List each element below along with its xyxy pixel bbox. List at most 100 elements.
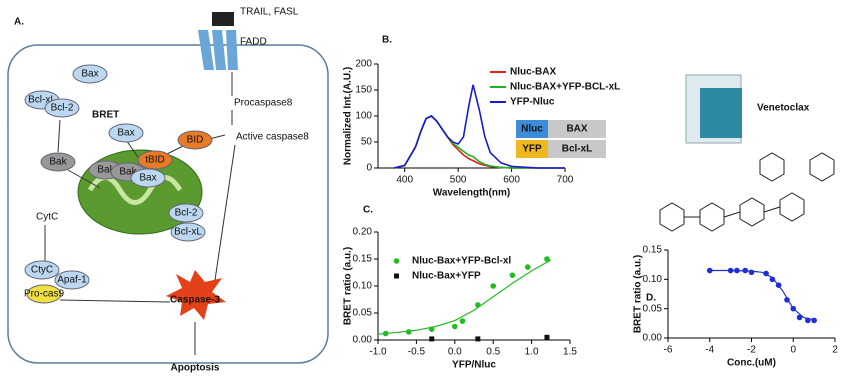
x-axis-label: Wavelength(nm) (433, 188, 510, 199)
diagram-label: Procaspase8 (234, 98, 293, 109)
inset-legend (516, 120, 606, 158)
legend-swatch (393, 258, 400, 264)
x-tick-label: 600 (503, 175, 520, 186)
legend-label: Nluc-BAX+YFP-BCL-xL (510, 82, 620, 93)
x-tick-label: 2 (832, 345, 838, 356)
point (544, 256, 550, 262)
diagram-label: Apaf-1 (57, 275, 87, 286)
x-tick-label: -4 (705, 345, 714, 356)
y-tick-label: 0.00 (353, 335, 373, 346)
x-tick-label: 0.0 (448, 347, 462, 358)
point (544, 334, 550, 340)
series-line (709, 269, 815, 321)
point (405, 329, 412, 335)
axes (377, 232, 570, 341)
y-tick-label: 150 (355, 85, 372, 96)
point (706, 267, 713, 274)
diagram-label: CtyC (31, 265, 53, 276)
panel-label: C. (363, 205, 373, 216)
y-tick-label: 0.15 (643, 245, 663, 256)
series-line (393, 84, 565, 169)
point (509, 272, 516, 279)
x-tick-label: 0.5 (486, 347, 500, 358)
y-axis-label: BRET ratio (a.u.) (633, 255, 644, 333)
diagram-label: Bak (119, 167, 137, 178)
protein (72, 64, 108, 84)
protein (108, 123, 144, 143)
point (727, 267, 734, 274)
diagram-label: Bax (81, 69, 98, 80)
diagram-label: Bcl-2 (51, 103, 74, 114)
protein (137, 150, 173, 170)
diagram-label: CytC (36, 212, 58, 223)
inset-label: Nluc (521, 124, 543, 135)
diagram-label: Bcl-xL (174, 227, 202, 238)
inset-label: BAX (566, 124, 587, 135)
x-axis-label: YFP/Nluc (452, 360, 496, 371)
point (784, 297, 790, 303)
protein (44, 98, 80, 118)
point (796, 314, 803, 321)
point (763, 270, 769, 277)
y-tick-label: 0.10 (643, 274, 663, 285)
diagram-label: FADD (240, 37, 267, 48)
x-tick-label: -6 (664, 345, 673, 356)
protein (177, 130, 213, 150)
point (428, 326, 435, 333)
y-tick-label: 0.15 (353, 254, 373, 265)
diagram-label: Bak (49, 157, 67, 168)
diagram-label: BRET (92, 110, 119, 121)
receptor (198, 12, 238, 70)
point (452, 323, 458, 330)
point (490, 283, 497, 289)
x-tick-label: -0.5 (408, 347, 426, 358)
protein (130, 168, 166, 188)
diagram-label: Bax (117, 128, 134, 139)
point (475, 336, 481, 342)
y-tick-label: 0.10 (353, 281, 373, 292)
y-axis-label: Normalized Int.(A.U.) (343, 67, 354, 165)
inset-label: YFP (522, 144, 542, 155)
protein (54, 270, 90, 290)
y-tick-label: 0.20 (353, 227, 373, 238)
point (524, 264, 531, 270)
point (790, 305, 797, 312)
y-tick-label: 0.05 (353, 308, 373, 319)
y-tick-label: 0.05 (643, 303, 663, 314)
protein (168, 203, 204, 223)
y-tick-label: 200 (355, 59, 372, 70)
y-tick-label: 100 (355, 111, 372, 122)
y-axis-label: BRET ratio (a.u.) (343, 247, 354, 325)
inset-label: Bcl-xL (562, 144, 593, 155)
point (475, 302, 481, 308)
legend-label: Nluc-Bax+YFP-Bcl-xl (412, 256, 511, 267)
x-tick-label: 0 (790, 345, 796, 356)
protein (24, 260, 60, 280)
legend-label: Nluc-Bax+YFP (412, 271, 481, 282)
point (748, 269, 755, 276)
legend-label: YFP-Nluc (510, 97, 555, 108)
diagram-label: TRAIL, FASL (240, 7, 299, 18)
point (382, 330, 389, 337)
caspase-star (166, 270, 226, 320)
diagram-label: Bcl-2 (175, 208, 198, 219)
point (459, 318, 466, 324)
diagram-label: BID (187, 135, 204, 146)
panel-label: D. (646, 293, 656, 304)
protein (26, 284, 62, 304)
protein (170, 222, 206, 242)
cell (7, 44, 329, 364)
y-tick-label: 0 (366, 163, 372, 174)
point (811, 317, 817, 324)
point (805, 317, 811, 324)
point (429, 336, 435, 342)
x-tick-label: 500 (450, 175, 467, 186)
structure (659, 152, 835, 232)
y-tick-label: 0.00 (643, 333, 663, 344)
x-tick-label: -1.0 (369, 347, 387, 358)
diagram-label: Pro-cas9 (24, 289, 64, 300)
x-tick-label: -2 (747, 345, 756, 356)
diagram-label: tBID (145, 155, 164, 166)
legend-swatch (394, 273, 399, 279)
